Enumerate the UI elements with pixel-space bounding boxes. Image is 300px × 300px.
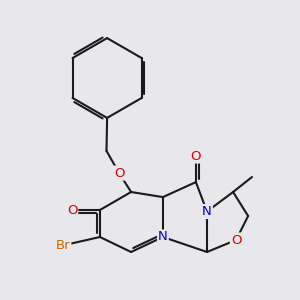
Text: O: O (67, 203, 77, 217)
Text: Br: Br (56, 239, 70, 252)
Text: O: O (231, 233, 241, 247)
Text: N: N (158, 230, 168, 244)
Text: O: O (114, 167, 124, 180)
Text: O: O (191, 149, 201, 163)
Text: N: N (202, 205, 212, 218)
